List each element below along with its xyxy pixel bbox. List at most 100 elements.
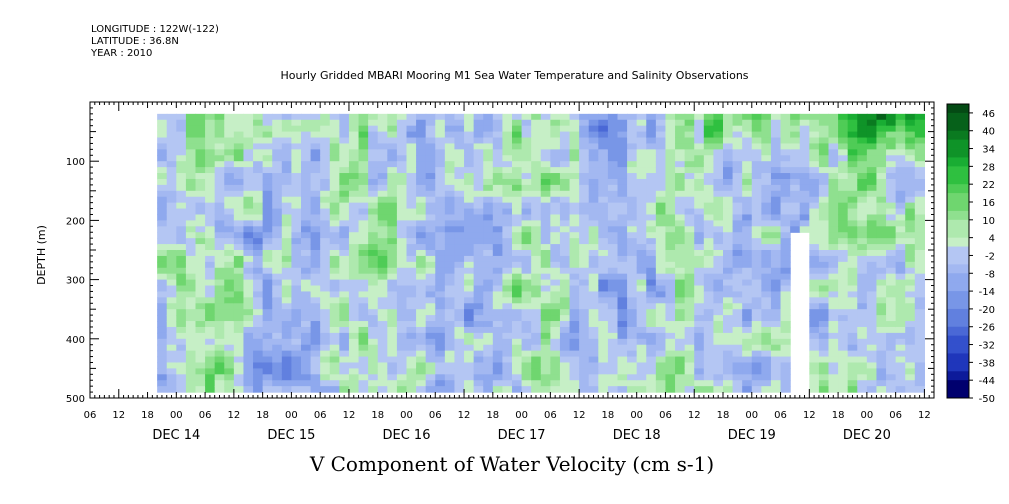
heatmap-cell bbox=[818, 380, 830, 387]
heatmap-cell bbox=[713, 338, 724, 346]
heatmap-cell bbox=[799, 226, 810, 233]
heatmap-cell bbox=[818, 173, 830, 180]
heatmap-cell bbox=[713, 285, 724, 293]
heatmap-cell bbox=[387, 173, 398, 180]
heatmap-cell bbox=[531, 125, 542, 133]
heatmap-cell bbox=[224, 291, 235, 298]
heatmap-cell bbox=[502, 202, 513, 210]
heatmap-cell bbox=[301, 326, 312, 334]
heatmap-cell bbox=[224, 226, 235, 233]
heatmap-cell bbox=[195, 261, 206, 269]
heatmap-cell bbox=[425, 285, 436, 293]
heatmap-cell bbox=[435, 338, 446, 346]
heatmap-cell bbox=[521, 374, 532, 381]
heatmap-cell bbox=[703, 344, 715, 352]
heatmap-cell bbox=[809, 173, 820, 180]
heatmap-cell bbox=[646, 338, 657, 346]
heatmap-cell bbox=[502, 368, 513, 375]
heatmap-cell bbox=[233, 232, 245, 239]
heatmap-cell bbox=[665, 208, 676, 216]
heatmap-cell bbox=[723, 273, 734, 281]
heatmap-cell bbox=[224, 155, 235, 162]
heatmap-cell bbox=[703, 250, 715, 257]
heatmap-cell bbox=[809, 285, 820, 293]
heatmap-cell bbox=[588, 119, 599, 127]
heatmap-cell bbox=[569, 315, 580, 322]
heatmap-cell bbox=[559, 350, 571, 358]
heatmap-cell bbox=[444, 244, 456, 251]
heatmap-cell bbox=[617, 315, 628, 322]
heatmap-cell bbox=[895, 244, 906, 251]
heatmap-cell bbox=[339, 173, 350, 180]
heatmap-cell bbox=[224, 356, 235, 364]
heatmap-cell bbox=[646, 167, 657, 174]
heatmap-cell bbox=[569, 261, 580, 269]
heatmap-cell bbox=[348, 196, 360, 204]
heatmap-cell bbox=[512, 255, 523, 263]
heatmap-cell bbox=[876, 261, 887, 269]
heatmap-cell bbox=[205, 309, 216, 316]
heatmap-cell bbox=[512, 321, 523, 328]
heatmap-cell bbox=[348, 368, 360, 375]
heatmap-cell bbox=[301, 380, 312, 387]
heatmap-cell bbox=[358, 238, 369, 245]
heatmap-cell bbox=[607, 155, 619, 162]
heatmap-cell bbox=[310, 291, 321, 298]
heatmap-cell bbox=[464, 326, 475, 334]
header-metadata: LONGITUDE : 122W(-122) LATITUDE : 36.8N … bbox=[91, 24, 219, 60]
heatmap-cell bbox=[531, 202, 542, 210]
heatmap-cell bbox=[406, 250, 417, 257]
heatmap-cell bbox=[540, 167, 551, 174]
heatmap-cell bbox=[876, 279, 887, 287]
heatmap-cell bbox=[185, 137, 197, 145]
heatmap-cell bbox=[838, 143, 849, 150]
heatmap-cell bbox=[579, 232, 590, 239]
colorbar-band bbox=[947, 362, 969, 372]
heatmap-cell bbox=[243, 267, 254, 275]
heatmap-cell bbox=[559, 326, 571, 334]
heatmap-cell bbox=[310, 332, 321, 340]
heatmap-cell bbox=[329, 273, 340, 281]
heatmap-cell bbox=[569, 279, 580, 287]
heatmap-cell bbox=[185, 273, 197, 281]
heatmap-cell bbox=[339, 184, 350, 192]
heatmap-cell bbox=[636, 261, 647, 269]
heatmap-cell bbox=[761, 350, 772, 358]
heatmap-cell bbox=[876, 149, 887, 156]
heatmap-cell bbox=[339, 309, 350, 316]
heatmap-cell bbox=[483, 368, 494, 375]
heatmap-cell bbox=[780, 137, 791, 145]
heatmap-cell bbox=[723, 208, 734, 216]
heatmap-cell bbox=[224, 167, 235, 174]
heatmap-cell bbox=[809, 297, 820, 304]
heatmap-cell bbox=[866, 267, 878, 275]
heatmap-cell bbox=[387, 178, 398, 186]
heatmap-cell bbox=[694, 173, 705, 180]
heatmap-cell bbox=[224, 178, 235, 186]
heatmap-cell bbox=[655, 279, 667, 287]
heatmap-cell bbox=[588, 184, 599, 192]
heatmap-cell bbox=[396, 202, 408, 210]
heatmap-cell bbox=[665, 291, 676, 298]
colorbar-label: 22 bbox=[982, 180, 995, 191]
x-day-label: DEC 19 bbox=[728, 428, 776, 443]
heatmap-cell bbox=[751, 332, 762, 340]
heatmap-cell bbox=[876, 315, 887, 322]
heatmap-cell bbox=[780, 380, 791, 387]
heatmap-cell bbox=[195, 119, 206, 127]
heatmap-cell bbox=[205, 344, 216, 352]
heatmap-cell bbox=[607, 202, 619, 210]
heatmap-cell bbox=[195, 350, 206, 358]
heatmap-cell bbox=[214, 255, 225, 263]
heatmap-cell bbox=[387, 332, 398, 340]
heatmap-cell bbox=[348, 119, 360, 127]
heatmap-cell bbox=[406, 332, 417, 340]
heatmap-cell bbox=[521, 273, 532, 281]
heatmap-cell bbox=[914, 208, 926, 216]
heatmap-cell bbox=[502, 220, 513, 227]
heatmap-cell bbox=[579, 303, 590, 310]
heatmap-cell bbox=[761, 125, 772, 133]
colorbar-label: 16 bbox=[982, 198, 995, 209]
heatmap-cell bbox=[540, 226, 551, 233]
heatmap-cell bbox=[329, 178, 340, 186]
